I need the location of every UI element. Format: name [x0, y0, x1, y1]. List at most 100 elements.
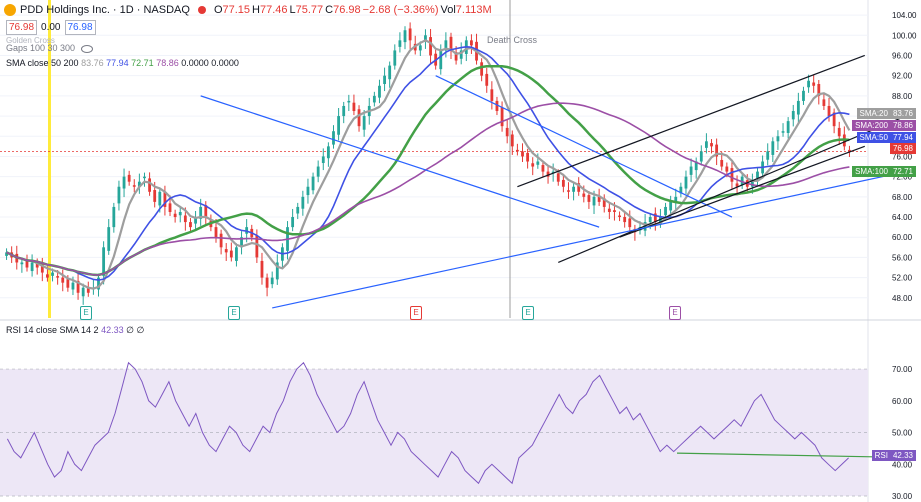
- candle-body: [567, 190, 570, 192]
- open-label: O: [213, 4, 223, 16]
- candle-body: [597, 196, 601, 202]
- candle-body: [194, 217, 197, 224]
- candle-body: [316, 166, 320, 177]
- eye-hidden-icon[interactable]: [80, 44, 93, 53]
- earnings-icon[interactable]: E: [410, 306, 422, 320]
- price-tick-label: 68.00: [892, 193, 913, 202]
- candle-body: [301, 196, 305, 209]
- sma20-line: [6, 39, 851, 290]
- candle-body: [510, 134, 514, 147]
- candle-body: [495, 100, 499, 112]
- candle-body: [802, 90, 805, 101]
- candle-body: [618, 215, 621, 218]
- candle-body: [122, 176, 126, 189]
- candle-body: [35, 262, 39, 268]
- earnings-icon[interactable]: E: [228, 306, 240, 320]
- price-tick-label: 56.00: [892, 253, 913, 262]
- price-tick-label: 48.00: [892, 294, 913, 303]
- candle-body: [219, 233, 223, 248]
- symbol-logo-icon: [4, 4, 16, 16]
- sma-val-6: 0.0000: [211, 58, 239, 68]
- candle-body: [97, 277, 100, 290]
- low-label: L: [289, 4, 296, 16]
- earnings-icon[interactable]: E: [669, 306, 681, 320]
- price-tick-label: 72.00: [892, 173, 913, 182]
- candle-body: [444, 40, 448, 51]
- candle-body: [51, 272, 54, 276]
- candle-body: [449, 36, 453, 51]
- candle-body: [470, 40, 473, 46]
- rsi-tick-label: 60.00: [892, 397, 913, 406]
- candle-body: [730, 168, 734, 182]
- candle-body: [674, 196, 678, 202]
- buy-button[interactable]: 76.98: [64, 20, 96, 35]
- candle-body: [255, 235, 259, 258]
- high-value: 77.46: [259, 4, 288, 16]
- candle-body: [556, 173, 560, 182]
- candle-body: [740, 176, 744, 185]
- candle-body: [807, 80, 810, 88]
- gaps-indicator[interactable]: Gaps 100 30 300: [6, 43, 93, 53]
- candle-body: [705, 141, 708, 148]
- gaps-label: Gaps 100 30 300: [6, 43, 76, 53]
- candle-body: [735, 183, 739, 187]
- candle-body: [81, 287, 85, 297]
- candle-body: [342, 105, 346, 117]
- sma-val-2: 77.94: [106, 58, 129, 68]
- candle-body: [796, 100, 800, 115]
- candle-body: [117, 186, 121, 204]
- candle-body: [25, 260, 29, 268]
- candle-body: [214, 227, 218, 238]
- candle-body: [459, 50, 463, 59]
- candle-body: [5, 252, 8, 256]
- candle-body: [424, 35, 427, 42]
- candle-body: [158, 191, 162, 206]
- rsi-badge: RSI 42.33: [871, 450, 916, 461]
- candle-body: [720, 159, 724, 167]
- candle-body: [515, 149, 519, 152]
- earnings-icon[interactable]: E: [522, 306, 534, 320]
- candle-body: [326, 146, 330, 159]
- sma50-badge-value: 77.94: [892, 133, 913, 142]
- candle-body: [112, 206, 116, 228]
- candle-body: [418, 45, 422, 51]
- candle-body: [229, 250, 233, 258]
- volume-label: Vol: [440, 4, 456, 16]
- price-tick-label: 64.00: [892, 213, 913, 222]
- candle-body: [699, 151, 703, 162]
- price-tick-label: 100.00: [892, 31, 917, 40]
- sma200-badge: SMA:200 78.86: [852, 120, 916, 131]
- high-label: H: [252, 4, 260, 16]
- last-price-badge: 76.98: [889, 143, 916, 154]
- sma-val-1: 83.76: [81, 58, 104, 68]
- candle-body: [485, 73, 489, 86]
- candle-body: [199, 206, 203, 219]
- up-channel-mid: [619, 145, 865, 238]
- sma-indicator[interactable]: SMA close 50 200 83.76 77.94 72.71 78.86…: [6, 58, 239, 68]
- candle-body: [291, 217, 295, 228]
- candle-body: [531, 163, 535, 167]
- sell-button[interactable]: 76.98: [6, 20, 38, 35]
- price-tick-label: 52.00: [892, 274, 913, 283]
- symbol-title[interactable]: PDD Holdings Inc. · 1D · NASDAQ: [20, 4, 190, 16]
- candle-body: [148, 178, 151, 192]
- earnings-icon[interactable]: E: [80, 306, 92, 320]
- price-tick-label: 60.00: [892, 233, 913, 242]
- candle-body: [107, 227, 111, 251]
- candle-body: [648, 217, 652, 223]
- candle-body: [827, 105, 831, 117]
- candle-body: [837, 127, 841, 137]
- sma-label: SMA close 50 200: [6, 58, 79, 68]
- price-tick-label: 92.00: [892, 72, 913, 81]
- rsi-indicator[interactable]: RSI 14 close SMA 14 2 42.33 ∅ ∅: [6, 325, 144, 336]
- candle-body: [127, 174, 131, 182]
- candle-body: [526, 152, 530, 162]
- candle-body: [56, 276, 60, 278]
- candle-body: [46, 274, 49, 278]
- candle-body: [143, 176, 146, 179]
- sma50-badge: SMA:50 77.94: [856, 132, 916, 143]
- candle-body: [572, 186, 575, 192]
- candle-body: [240, 237, 243, 248]
- candle-body: [357, 109, 361, 127]
